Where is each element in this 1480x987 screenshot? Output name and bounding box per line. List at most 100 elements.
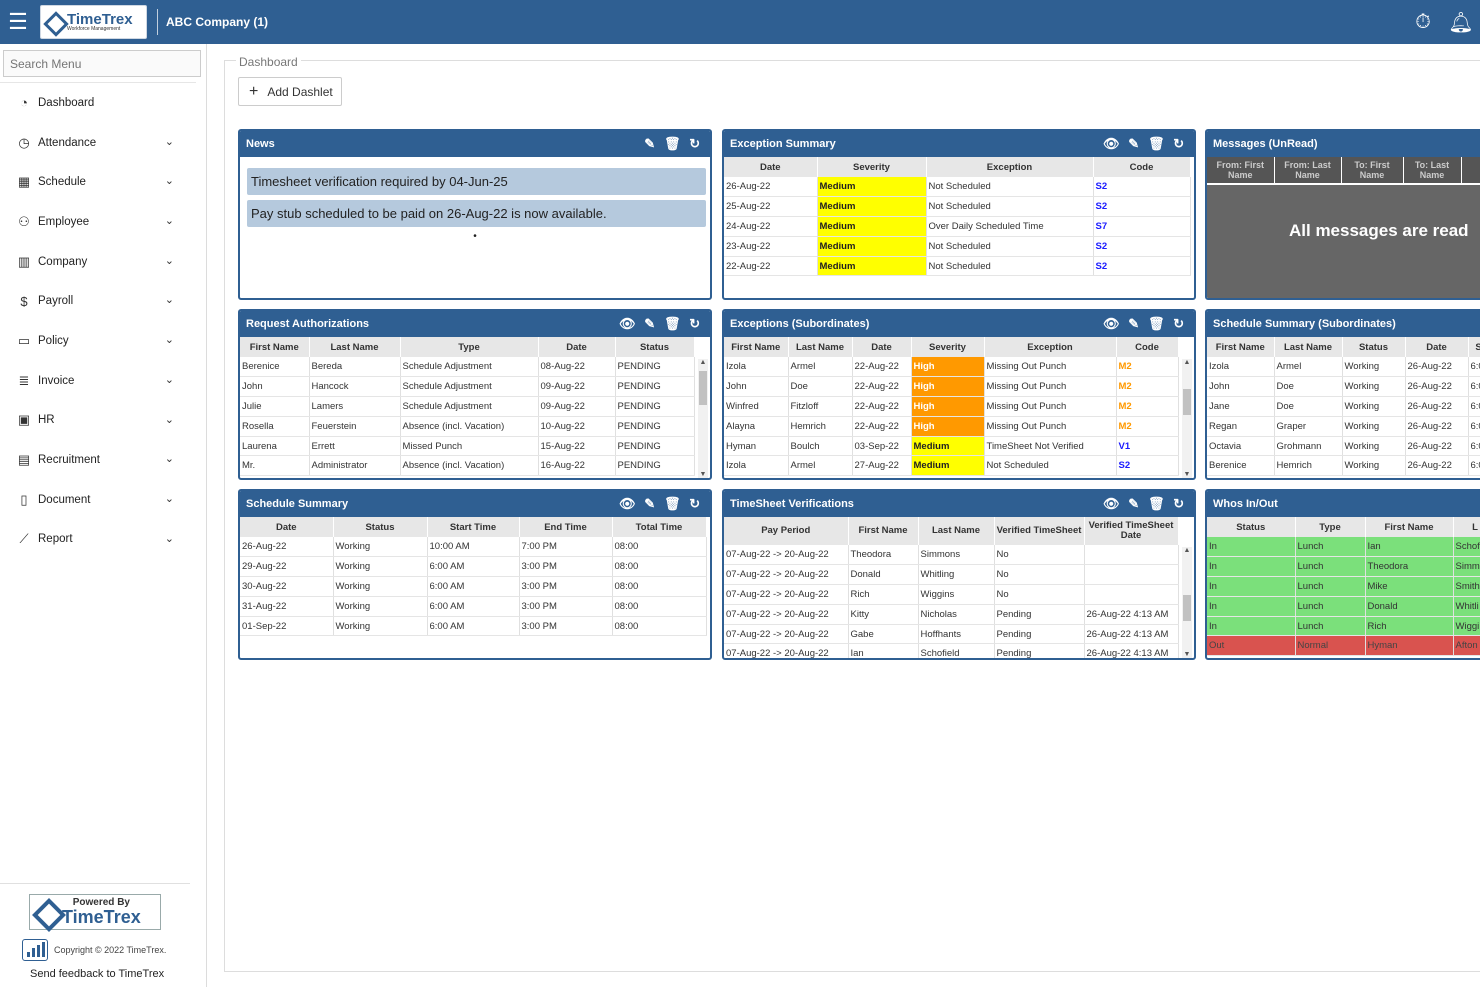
refresh-icon[interactable]: ↻ (1173, 496, 1185, 511)
column-header[interactable]: To: First Name (1341, 157, 1404, 183)
column-header[interactable]: Date (852, 337, 912, 357)
column-header[interactable]: Last Name (1274, 337, 1343, 357)
view-icon[interactable]: 👁︎ (1102, 496, 1120, 511)
view-icon[interactable]: 👁︎ (1102, 136, 1120, 151)
chevron-down-icon[interactable]: ⌄ (164, 334, 174, 347)
column-header[interactable]: Verified TimeSheet (994, 517, 1085, 545)
column-header[interactable]: Date (724, 157, 818, 177)
column-header[interactable]: Exception (984, 337, 1117, 357)
column-header[interactable]: Type (1295, 517, 1366, 537)
table-row[interactable]: 29-Aug-22 Working 6:00 AM 3:00 PM 08:00 (240, 556, 707, 578)
column-header[interactable]: L (1453, 517, 1480, 537)
column-header[interactable]: Date (240, 517, 334, 537)
column-header[interactable]: First Name (240, 337, 310, 357)
chevron-down-icon[interactable]: ⌄ (164, 373, 174, 386)
sidebar-item-schedule[interactable]: ▦ Schedule ⌄ (0, 162, 196, 202)
table-row[interactable]: Out Normal Hyman Afton (1207, 635, 1480, 657)
table-row[interactable]: Julie Lamers Schedule Adjustment 09-Aug-22 P… (240, 396, 695, 417)
column-header[interactable]: Severity (817, 157, 927, 177)
sidebar-item-company[interactable]: ▥ Company ⌄ (0, 242, 196, 282)
column-header[interactable]: Pay Period (724, 517, 849, 545)
table-row[interactable]: Mr. Administrator Absence (incl. Vacation)… (240, 455, 695, 477)
chevron-down-icon[interactable]: ⌄ (164, 492, 174, 505)
column-header[interactable]: Status (333, 517, 428, 537)
column-header[interactable]: Total Time (612, 517, 707, 537)
chevron-down-icon[interactable]: ⌄ (164, 532, 174, 545)
delete-icon[interactable]: 🗑︎ (663, 136, 681, 151)
timetrex-logo[interactable]: TimeTrex Workforce Management (40, 5, 147, 39)
column-header[interactable]: End Time (519, 517, 613, 537)
delete-icon[interactable]: 🗑︎ (663, 496, 681, 511)
column-header[interactable]: Code (1093, 157, 1191, 177)
column-header[interactable]: Severity (911, 337, 985, 357)
table-row[interactable]: Laurena Errett Missed Punch 15-Aug-22 PENDIN… (240, 436, 695, 457)
sidebar-item-employee[interactable]: ⚇ Employee ⌄ (0, 202, 196, 242)
table-row[interactable]: 26-Aug-22 Working 10:00 AM 7:00 PM 08:00 (240, 537, 707, 558)
table-row[interactable]: 07-Aug-22 -> 20-Aug-22 Gabe Hoffhants Pendi… (724, 624, 1179, 645)
edit-icon[interactable]: ✎ (1128, 136, 1140, 151)
chevron-down-icon[interactable]: ⌄ (164, 135, 174, 148)
table-row[interactable]: Winfred Fitzloff 22-Aug-22 High Missing Out … (724, 396, 1179, 417)
column-header[interactable]: Status (1207, 517, 1296, 537)
edit-icon[interactable]: ✎ (1128, 316, 1140, 331)
view-icon[interactable]: 👁︎ (618, 496, 636, 511)
add-dashlet-button[interactable]: + Add Dashlet (238, 77, 342, 106)
table-row[interactable]: 07-Aug-22 -> 20-Aug-22 Theodora Simmons No (724, 545, 1179, 566)
timer-icon[interactable]: ⏱ (1415, 10, 1431, 33)
sidebar-item-recruitment[interactable]: ▤ Recruitment ⌄ (0, 440, 196, 480)
column-header[interactable]: Last Name (309, 337, 401, 357)
notification-bell-icon[interactable]: 🔔︎ (1448, 11, 1474, 34)
column-header[interactable]: First Name (1365, 517, 1454, 537)
table-row[interactable]: 23-Aug-22 Medium Not Scheduled S2 (724, 236, 1191, 257)
delete-icon[interactable]: 🗑︎ (1147, 136, 1165, 151)
sidebar-item-document[interactable]: ▯ Document ⌄ (0, 480, 196, 520)
company-name[interactable]: ABC Company (1) (166, 15, 269, 29)
table-row[interactable]: 25-Aug-22 Medium Not Scheduled S2 (724, 196, 1191, 218)
table-row[interactable]: Berenice Bereda Schedule Adjustment 08-Aug-… (240, 357, 695, 378)
sidebar-item-hr[interactable]: ▣ HR ⌄ (0, 401, 196, 441)
sidebar-item-report[interactable]: ⟋ Report ⌄ (0, 520, 196, 560)
chevron-down-icon[interactable]: ⌄ (164, 254, 174, 267)
delete-icon[interactable]: 🗑︎ (1147, 496, 1165, 511)
column-header[interactable]: Last Name (788, 337, 853, 357)
table-row[interactable]: In Lunch Ian Schof (1207, 537, 1480, 558)
news-item[interactable]: Pay stub scheduled to be paid on 26-Aug-… (247, 200, 706, 227)
column-header[interactable]: First Name (848, 517, 919, 545)
table-row[interactable]: 24-Aug-22 Medium Over Daily Scheduled Time… (724, 216, 1191, 237)
table-row[interactable]: John Doe 22-Aug-22 High Missing Out Punch M2 (724, 376, 1179, 398)
pager-dot[interactable]: • (473, 231, 477, 242)
table-row[interactable]: 07-Aug-22 -> 20-Aug-22 Rich Wiggins No (724, 584, 1179, 605)
edit-icon[interactable]: ✎ (644, 136, 656, 151)
vertical-scrollbar[interactable]: ▲ ▼ (1182, 547, 1192, 658)
column-header[interactable]: Date (538, 337, 616, 357)
sidebar-item-dashboard[interactable]: ◔ Dashboard (0, 83, 196, 123)
search-menu-input[interactable] (3, 50, 201, 77)
chevron-down-icon[interactable]: ⌄ (164, 294, 174, 307)
table-row[interactable]: 01-Sep-22 Working 6:00 AM 3:00 PM 08:00 (240, 616, 707, 637)
view-icon[interactable]: 👁︎ (1102, 316, 1120, 331)
refresh-icon[interactable]: ↻ (689, 316, 701, 331)
edit-icon[interactable]: ✎ (644, 316, 656, 331)
refresh-icon[interactable]: ↻ (689, 496, 701, 511)
column-header[interactable]: From: Last Name (1274, 157, 1342, 183)
table-row[interactable]: In Lunch Rich Wiggi (1207, 616, 1480, 637)
refresh-icon[interactable]: ↻ (1173, 316, 1185, 331)
powered-by-logo[interactable]: Powered By TimeTrex (29, 894, 161, 930)
column-header[interactable]: First Name (1207, 337, 1275, 357)
table-row[interactable]: Hyman Boulch 03-Sep-22 Medium TimeSheet Not … (724, 436, 1179, 457)
chevron-down-icon[interactable]: ⌄ (164, 175, 174, 188)
table-row[interactable]: 30-Aug-22 Working 6:00 AM 3:00 PM 08:00 (240, 576, 707, 597)
table-row[interactable]: 07-Aug-22 -> 20-Aug-22 Kitty Nicholas Pendi… (724, 604, 1179, 625)
column-header[interactable]: Status (1342, 337, 1406, 357)
send-feedback-link[interactable]: Send feedback to TimeTrex (30, 968, 165, 980)
column-header[interactable]: Date (1405, 337, 1469, 357)
column-header[interactable]: Status (615, 337, 695, 357)
table-row[interactable]: 07-Aug-22 -> 20-Aug-22 Donald Whitling No (724, 564, 1179, 586)
chevron-down-icon[interactable]: ⌄ (164, 215, 174, 228)
table-row[interactable]: In Lunch Mike Smith (1207, 576, 1480, 597)
sidebar-item-invoice[interactable]: ≣ Invoice ⌄ (0, 361, 196, 401)
column-header[interactable]: First Name (724, 337, 789, 357)
table-row[interactable]: 26-Aug-22 Medium Not Scheduled S2 (724, 177, 1191, 198)
column-header[interactable]: Start Time (427, 517, 520, 537)
